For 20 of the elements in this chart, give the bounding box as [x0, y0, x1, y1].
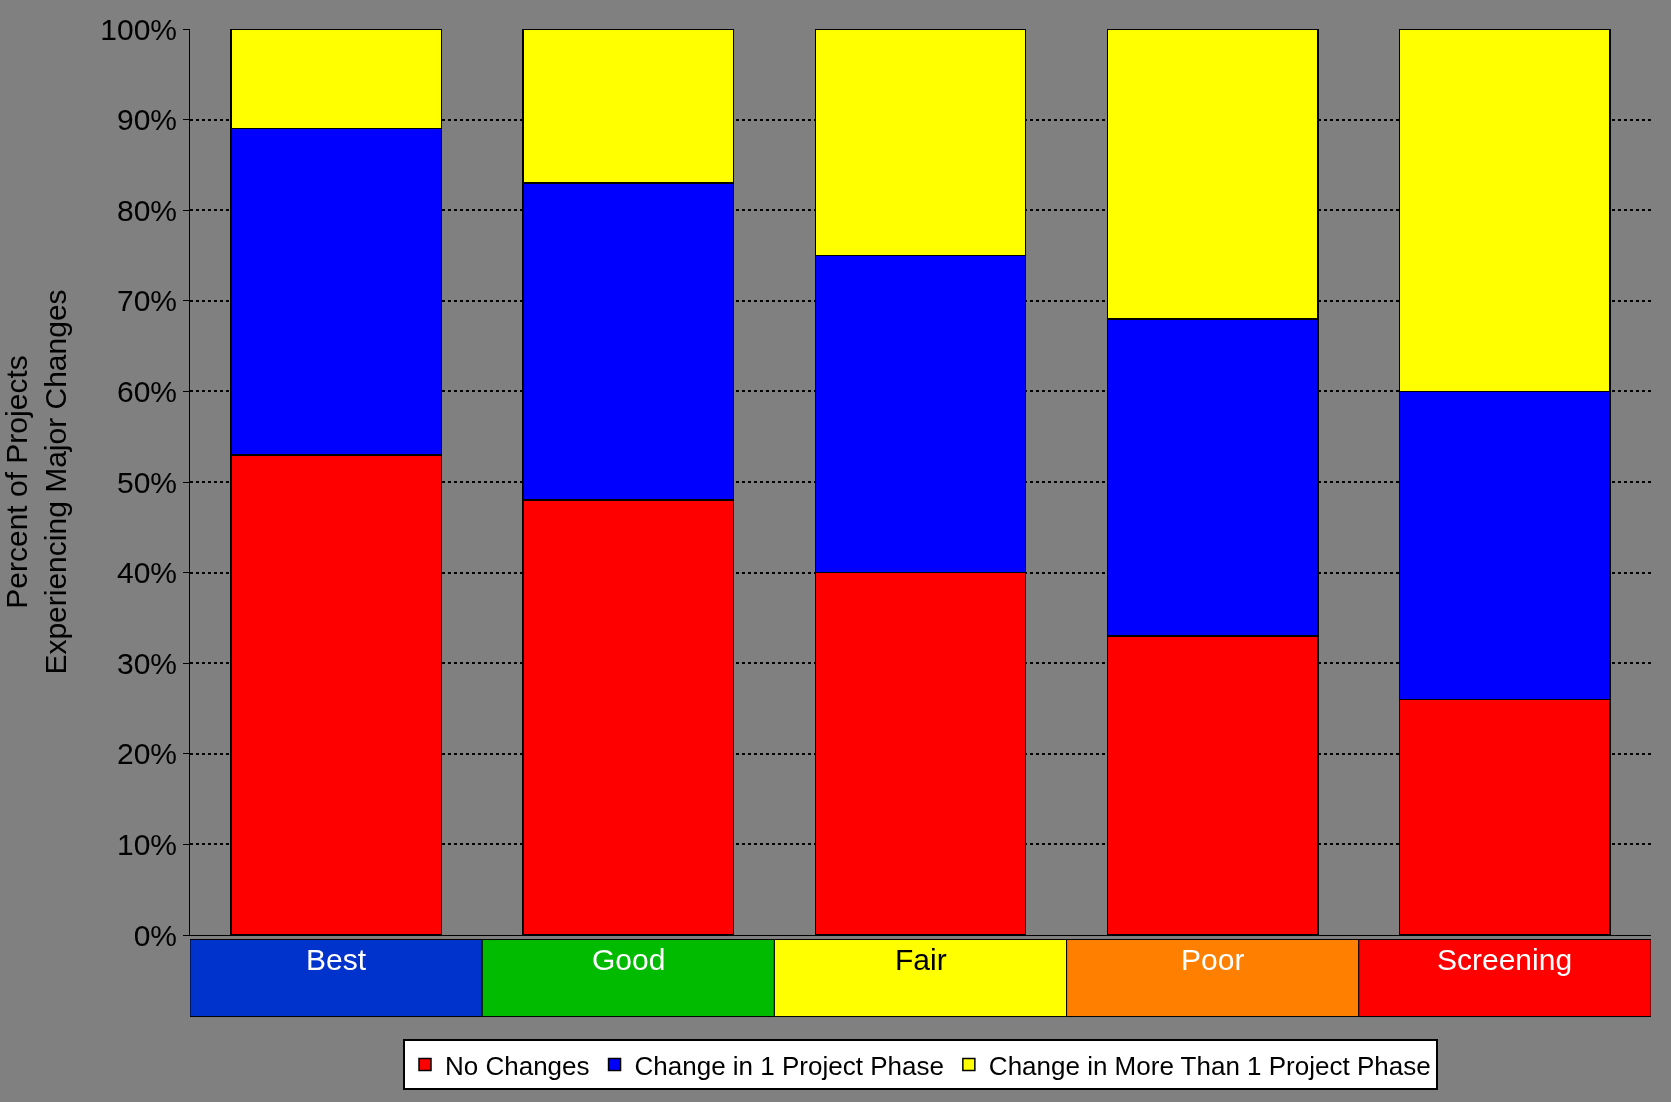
- legend-label: No Changes: [445, 1050, 590, 1081]
- y-tick-label: 0%: [133, 918, 177, 952]
- x-tick-label: Poor: [1181, 943, 1245, 976]
- y-tick-label: 10%: [116, 827, 177, 861]
- x-tick-label: Good: [592, 943, 666, 976]
- y-tick-label: 80%: [116, 193, 177, 227]
- y-tick-label: 100%: [100, 12, 177, 46]
- y-axis-title: Percent of Projects Experiencing Major Changes: [0, 289, 72, 675]
- legend-label: Change in More Than 1 Project Phase: [988, 1050, 1431, 1081]
- y-tick-label: 30%: [116, 646, 177, 680]
- y-tick-label: 20%: [116, 737, 177, 771]
- y-tick-label: 60%: [116, 374, 177, 408]
- x-tick-label: Screening: [1437, 943, 1573, 976]
- y-tick-label: 40%: [116, 556, 177, 590]
- y-tick-label: 50%: [116, 465, 177, 499]
- x-tick-label: Fair: [895, 943, 947, 976]
- x-tick-label: Best: [306, 943, 367, 976]
- legend-label: Change in 1 Project Phase: [634, 1050, 944, 1081]
- y-tick-label: 90%: [116, 103, 177, 137]
- y-tick-label: 70%: [116, 284, 177, 318]
